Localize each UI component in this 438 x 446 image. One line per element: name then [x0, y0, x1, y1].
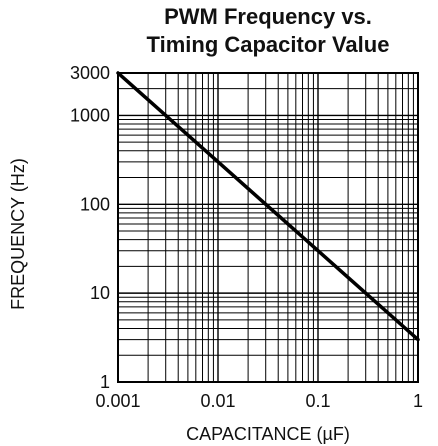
tick-labels: 1 10 100 1000 3000 0.001 0.01 0.1 1: [70, 63, 423, 411]
x-tick-label: 0.01: [200, 391, 235, 411]
x-tick-label: 0.1: [305, 391, 330, 411]
chart-subtitle: Timing Capacitor Value: [147, 32, 390, 57]
x-axis-label: CAPACITANCE (µF): [186, 424, 350, 444]
y-axis-label: FREQUENCY (Hz): [8, 158, 28, 310]
y-tick-label: 1: [100, 372, 110, 392]
y-tick-label: 1000: [70, 105, 110, 125]
plot-frame: [117, 72, 419, 383]
y-tick-label: 10: [90, 283, 110, 303]
plot-border: [117, 72, 419, 383]
y-tick-label: 3000: [70, 63, 110, 83]
series-layer: [116, 71, 420, 342]
chart-title: PWM Frequency vs.: [164, 4, 372, 29]
x-tick-label: 0.001: [95, 391, 140, 411]
x-tick-label: 1: [413, 391, 423, 411]
grid: [118, 73, 418, 382]
series-line-1: [116, 71, 420, 342]
y-tick-label: 100: [80, 194, 110, 214]
